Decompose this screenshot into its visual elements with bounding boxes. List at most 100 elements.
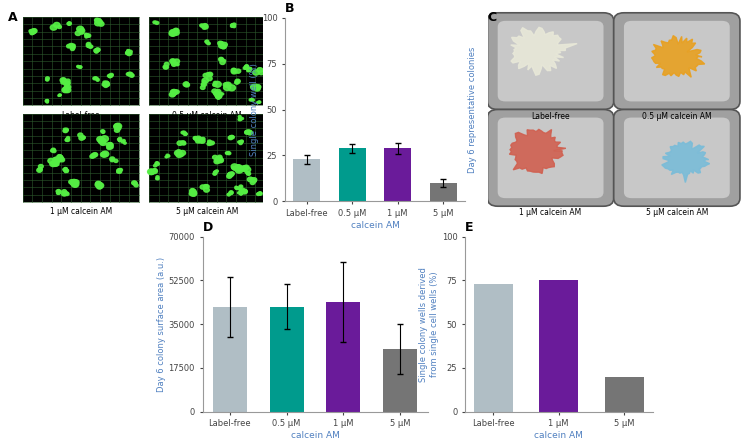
Circle shape: [56, 159, 60, 162]
Circle shape: [109, 75, 111, 78]
Circle shape: [115, 128, 119, 132]
Circle shape: [244, 66, 248, 69]
Circle shape: [101, 130, 105, 133]
Circle shape: [80, 28, 84, 31]
Circle shape: [32, 28, 37, 33]
Circle shape: [171, 90, 176, 94]
Circle shape: [68, 22, 71, 25]
Circle shape: [215, 93, 220, 97]
Circle shape: [80, 31, 84, 34]
Circle shape: [37, 168, 42, 172]
Circle shape: [53, 149, 55, 151]
Circle shape: [104, 81, 110, 86]
Circle shape: [98, 138, 106, 144]
Circle shape: [241, 167, 246, 171]
Circle shape: [52, 160, 59, 166]
Circle shape: [203, 73, 208, 78]
Circle shape: [72, 181, 77, 185]
Circle shape: [62, 87, 69, 93]
Circle shape: [242, 189, 247, 193]
Circle shape: [110, 159, 114, 162]
Circle shape: [95, 19, 100, 23]
Circle shape: [244, 65, 248, 68]
Circle shape: [196, 139, 200, 141]
Circle shape: [240, 167, 244, 170]
Circle shape: [202, 81, 206, 84]
Circle shape: [238, 116, 242, 118]
Circle shape: [100, 141, 106, 145]
Circle shape: [240, 193, 242, 194]
Circle shape: [184, 83, 190, 87]
Circle shape: [203, 25, 208, 29]
Circle shape: [232, 166, 236, 170]
Circle shape: [58, 190, 62, 193]
Y-axis label: Single colony well (%): Single colony well (%): [250, 63, 259, 156]
Circle shape: [46, 101, 49, 103]
Circle shape: [238, 187, 241, 189]
Circle shape: [247, 131, 250, 134]
Circle shape: [230, 24, 235, 27]
Circle shape: [182, 142, 186, 145]
Circle shape: [122, 141, 124, 143]
Circle shape: [65, 82, 70, 85]
Circle shape: [228, 173, 232, 177]
Text: 0.5 μM calcein AM: 0.5 μM calcein AM: [172, 110, 242, 120]
Circle shape: [71, 180, 77, 185]
Circle shape: [229, 192, 232, 194]
Circle shape: [64, 171, 67, 173]
Circle shape: [179, 153, 184, 157]
Circle shape: [165, 66, 169, 69]
Circle shape: [167, 155, 170, 157]
Circle shape: [208, 141, 212, 144]
Circle shape: [148, 169, 154, 175]
Circle shape: [251, 180, 255, 183]
Circle shape: [174, 59, 179, 64]
Circle shape: [226, 152, 228, 154]
Y-axis label: Day 6 colony surface area (a.u.): Day 6 colony surface area (a.u.): [157, 257, 166, 392]
Circle shape: [184, 133, 188, 135]
Circle shape: [59, 156, 63, 159]
Circle shape: [259, 102, 261, 103]
Circle shape: [50, 25, 57, 30]
Circle shape: [95, 182, 102, 187]
Circle shape: [251, 99, 254, 101]
Circle shape: [230, 136, 234, 139]
Circle shape: [30, 32, 34, 35]
Circle shape: [64, 130, 67, 133]
Circle shape: [59, 94, 62, 96]
Circle shape: [102, 83, 106, 86]
Circle shape: [204, 184, 209, 189]
Circle shape: [170, 30, 176, 35]
Circle shape: [239, 168, 244, 171]
FancyBboxPatch shape: [624, 21, 730, 102]
Text: B: B: [285, 2, 295, 15]
Circle shape: [228, 172, 234, 177]
Circle shape: [104, 84, 108, 88]
Circle shape: [65, 192, 69, 195]
Circle shape: [239, 188, 245, 192]
Circle shape: [220, 42, 224, 45]
Circle shape: [244, 165, 249, 170]
Circle shape: [245, 130, 249, 134]
Circle shape: [239, 191, 242, 194]
Circle shape: [128, 72, 132, 76]
Circle shape: [194, 137, 196, 139]
Circle shape: [238, 141, 241, 143]
Circle shape: [70, 180, 78, 186]
Bar: [22, 17, 139, 106]
Circle shape: [231, 164, 238, 169]
Circle shape: [219, 44, 224, 48]
Circle shape: [171, 62, 176, 65]
Circle shape: [232, 25, 235, 27]
Circle shape: [60, 78, 66, 83]
Circle shape: [215, 157, 222, 162]
Text: A: A: [8, 11, 17, 24]
Circle shape: [46, 99, 48, 101]
Circle shape: [88, 44, 91, 46]
Circle shape: [118, 139, 122, 141]
Circle shape: [243, 67, 247, 69]
Circle shape: [235, 81, 238, 84]
Circle shape: [237, 187, 240, 190]
FancyBboxPatch shape: [614, 110, 740, 206]
Circle shape: [220, 60, 225, 64]
